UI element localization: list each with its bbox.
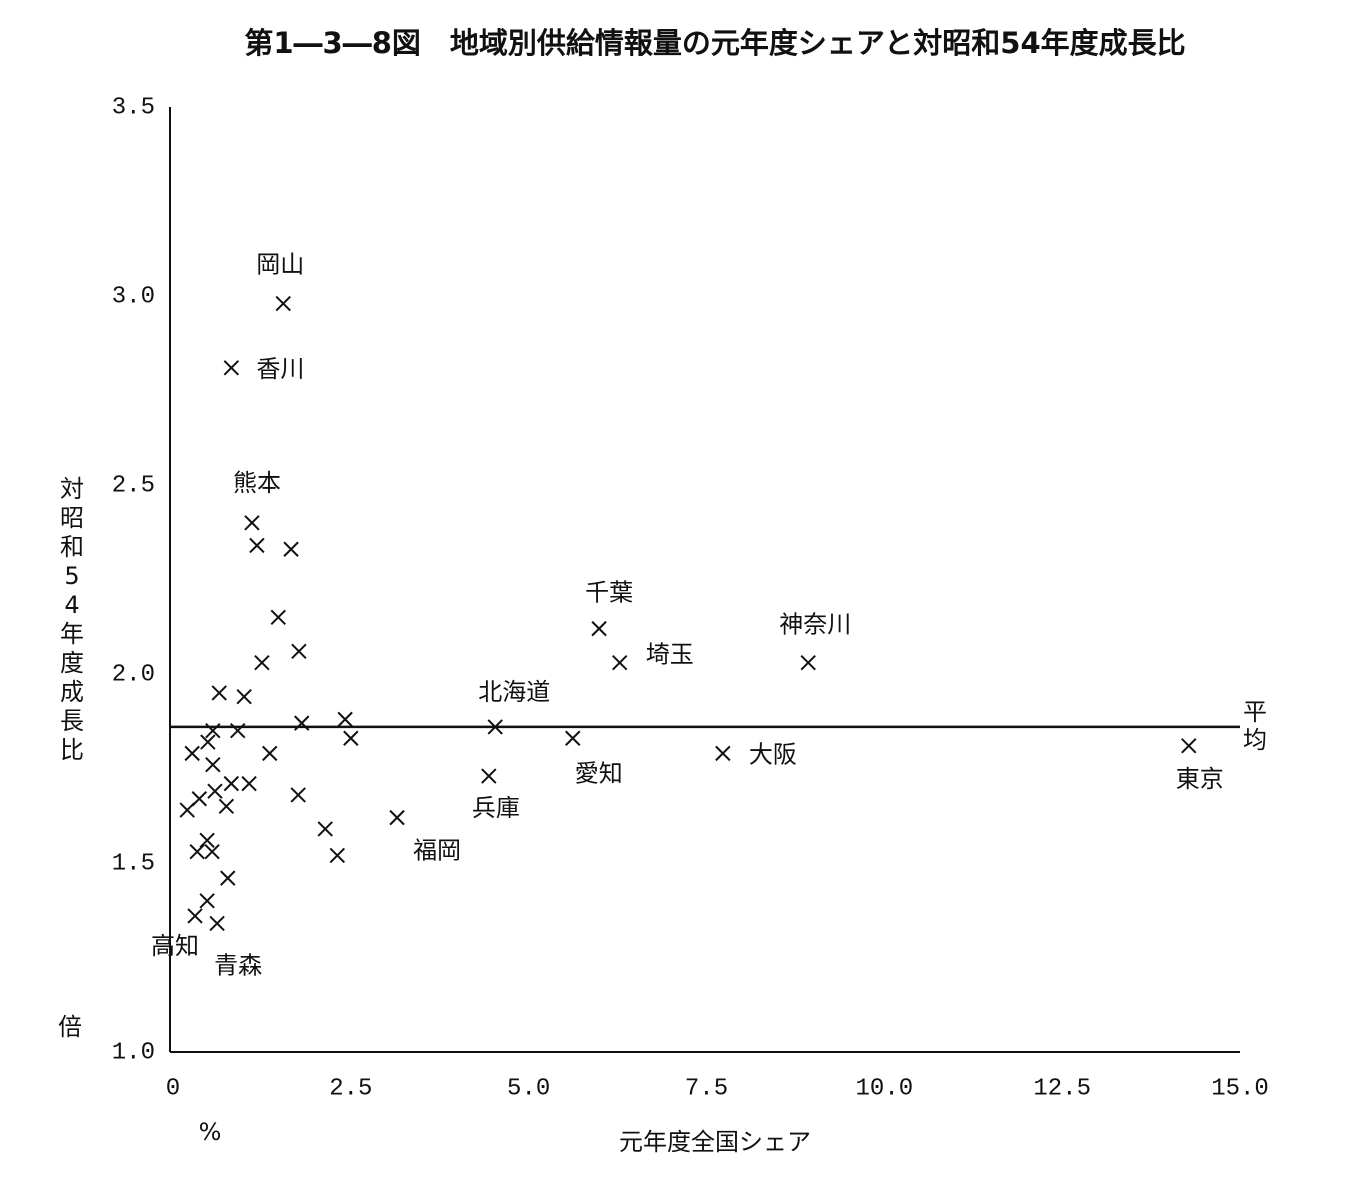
point (612, 654, 628, 671)
point-label: 香川 (256, 355, 304, 383)
point (294, 715, 310, 731)
point (244, 515, 260, 531)
y-axis-label-char: 長 (60, 707, 84, 735)
x-tick-label: 5.0 (507, 1075, 550, 1102)
y-axis-label-char: 比 (60, 736, 84, 764)
point (487, 719, 503, 735)
point-label: 高知 (151, 932, 199, 960)
point (800, 654, 816, 671)
point (270, 609, 286, 626)
average-label: 平均 (1243, 698, 1267, 754)
y-axis-label-char: 度 (60, 649, 84, 677)
point (249, 537, 265, 554)
x-tick-label: 12.5 (1033, 1075, 1091, 1102)
point (211, 685, 227, 701)
point (262, 745, 278, 762)
point-label: 青森 (214, 951, 262, 979)
y-axis-label-char: 年 (60, 620, 84, 648)
y-axis-label-char: 和 (60, 533, 84, 561)
point (207, 783, 223, 799)
point (189, 843, 205, 860)
point (290, 787, 306, 803)
average-label-char: 均 (1243, 726, 1267, 754)
point (191, 791, 208, 807)
point (275, 295, 291, 312)
x-unit: % (199, 1118, 222, 1146)
point (337, 711, 353, 728)
point-label: 神奈川 (779, 611, 851, 639)
x-tick-label: 2.5 (329, 1075, 372, 1102)
point (591, 620, 607, 637)
point-label: 北海道 (478, 678, 550, 706)
point (179, 802, 195, 818)
point (291, 643, 307, 660)
point-label: 愛知 (575, 759, 623, 787)
point (205, 757, 221, 773)
point-label: 埼玉 (646, 641, 694, 669)
point (223, 360, 240, 376)
point (199, 893, 215, 909)
point (565, 730, 581, 746)
point (223, 775, 240, 792)
point (1181, 738, 1197, 754)
point (481, 768, 497, 784)
x-tick-label: 0 (166, 1075, 180, 1102)
point (715, 745, 731, 762)
y-tick-label: 3.0 (112, 283, 155, 310)
point-label: 大阪 (749, 740, 797, 768)
point (204, 843, 220, 860)
chart-title: 第1―3―8図 地域別供給情報量の元年度シェアと対昭和54年度成長比 (244, 26, 1185, 60)
point (218, 798, 235, 815)
point (389, 809, 405, 826)
y-tick-label: 3.5 (112, 94, 155, 121)
x-axis-label: 元年度全国シェア (619, 1128, 811, 1156)
point-label: 東京 (1176, 765, 1224, 793)
point-label: 熊本 (233, 469, 281, 497)
point (220, 870, 236, 886)
point-label: 兵庫 (472, 794, 520, 822)
point (254, 654, 270, 671)
x-tick-label: 15.0 (1211, 1075, 1269, 1102)
y-tick-label: 2.0 (112, 661, 155, 688)
average-label-char: 平 (1243, 698, 1267, 726)
y-axis-label-char: 昭 (60, 504, 84, 532)
y-tick-label: 1.5 (112, 850, 155, 877)
point (184, 745, 200, 762)
x-tick-label: 7.5 (685, 1075, 728, 1102)
point (187, 908, 203, 924)
point (317, 821, 333, 837)
y-axis-label-char: 4 (64, 591, 79, 619)
point (343, 730, 359, 746)
point-label: 岡山 (256, 251, 304, 279)
y-tick-label: 1.0 (112, 1039, 155, 1066)
y-axis-label: 対昭和 5 4 年度成長比 (60, 475, 84, 764)
point (200, 734, 216, 750)
point (209, 915, 225, 932)
y-axis-label-char: 成 (60, 678, 84, 706)
point (205, 722, 221, 739)
point (236, 688, 252, 705)
point (241, 775, 257, 792)
y-axis-label-char: 対 (60, 475, 84, 503)
point (230, 722, 246, 739)
point-label: 千葉 (585, 579, 633, 607)
y-unit: 倍 (58, 1013, 82, 1041)
point (329, 847, 346, 864)
y-axis-label-char: 5 (64, 562, 79, 590)
y-tick-label: 2.5 (112, 472, 155, 499)
x-tick-label: 10.0 (856, 1075, 914, 1102)
point-label: 福岡 (413, 837, 461, 865)
point (283, 541, 299, 557)
